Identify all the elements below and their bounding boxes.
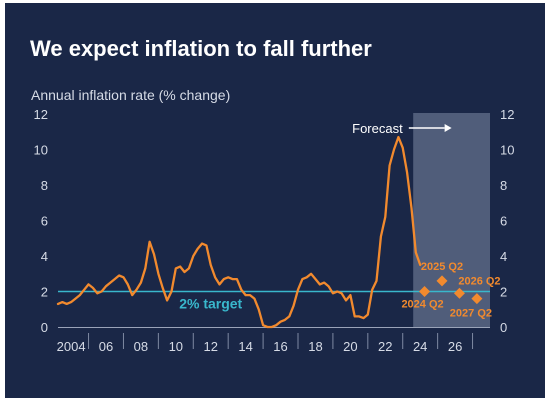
y-tick-label-left: 10 [34,143,48,158]
chart-title: We expect inflation to fall further [30,36,372,61]
x-tick-label: 18 [308,339,322,354]
y-tick-label-left: 0 [41,320,48,335]
forecast-point [471,293,483,305]
y-tick-label-left: 2 [41,285,48,300]
x-tick-label: 26 [448,339,462,354]
y-tick-label-left: 6 [41,214,48,229]
x-tick-label: 24 [413,339,427,354]
inflation-series-line [56,135,422,329]
y-tick-label-left: 8 [41,178,48,193]
x-tick-label: 10 [169,339,183,354]
y-tick-label-right: 10 [500,143,514,158]
x-tick-label: 08 [134,339,148,354]
forecast-point-label: 2025 Q2 [421,261,463,273]
x-tick-label: 16 [273,339,287,354]
forecast-point [419,286,431,297]
forecast-point-label: 2026 Q2 [458,275,500,287]
forecast-point-label: 2027 Q2 [450,308,492,320]
y-axis-label: Annual inflation rate (% change) [31,87,231,103]
y-tick-label-left: 4 [41,249,48,264]
forecast-arrow-head [444,124,452,132]
x-tick-label: 22 [378,339,392,354]
target-label: 2% target [179,296,242,312]
x-tick-label: 20 [343,339,357,354]
x-tick-label: 06 [99,339,113,354]
y-tick-label-right: 0 [500,320,507,335]
y-tick-label-right: 6 [500,214,507,229]
forecast-label: Forecast [352,121,403,136]
y-tick-label-left: 12 [34,107,48,122]
x-tick-label: 14 [238,339,252,354]
x-tick-label: 12 [203,339,217,354]
forecast-point [436,275,448,287]
y-tick-label-right: 4 [500,249,507,264]
y-tick-label-right: 12 [500,107,514,122]
x-tick-label: 2004 [57,339,86,354]
forecast-point [453,287,465,299]
y-tick-label-right: 2 [500,285,507,300]
forecast-point-label: 2024 Q2 [401,299,443,311]
y-tick-label-right: 8 [500,178,507,193]
